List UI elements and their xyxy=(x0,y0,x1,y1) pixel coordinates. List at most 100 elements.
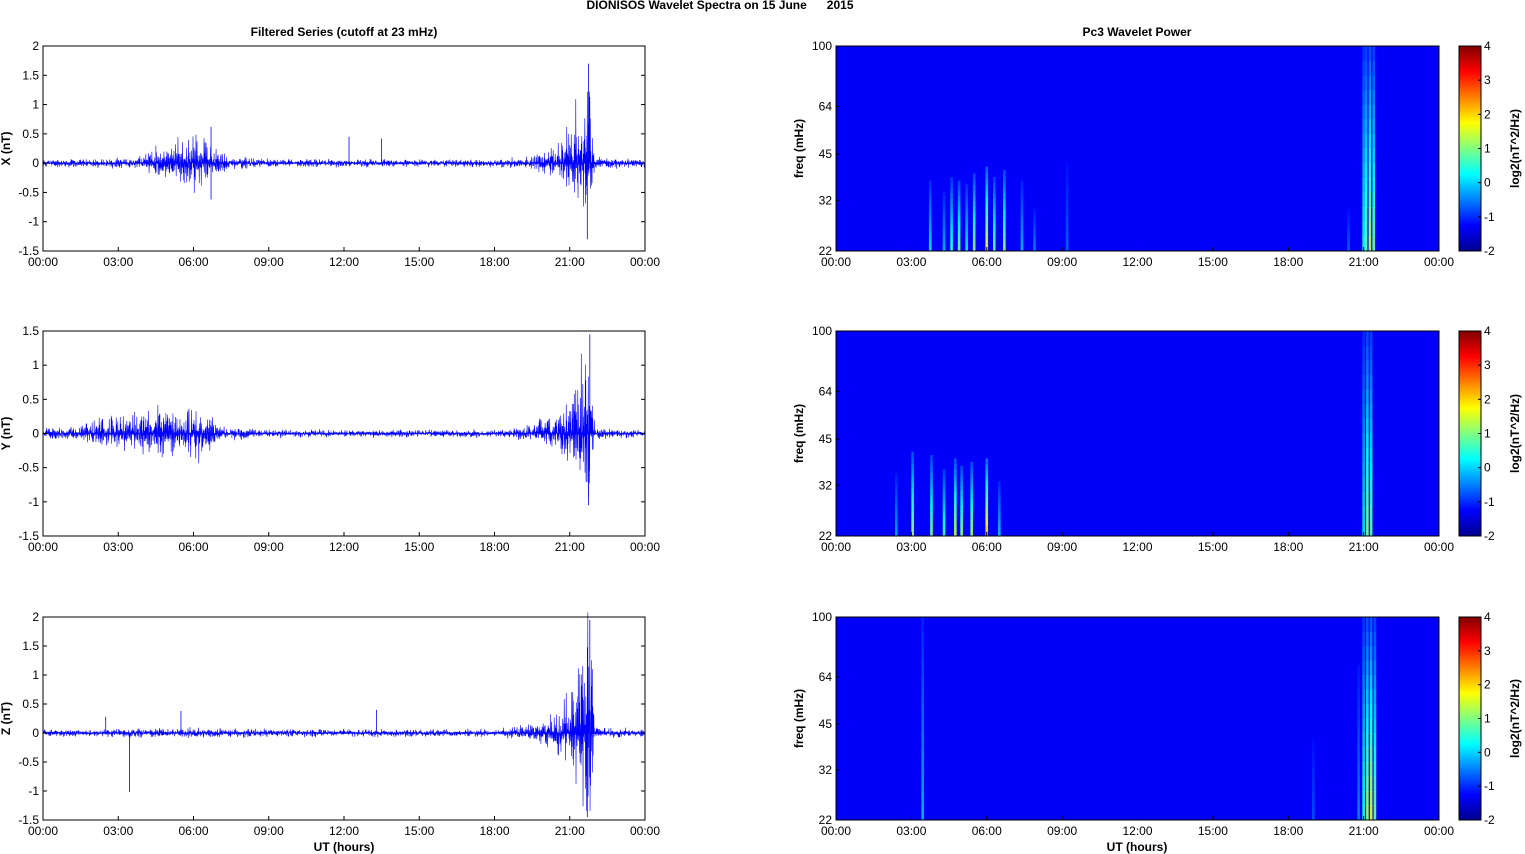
power-cell xyxy=(1366,433,1369,449)
power-cell xyxy=(1364,207,1368,223)
power-cell xyxy=(1372,104,1375,120)
power-cell xyxy=(992,245,996,252)
power-cell xyxy=(1020,245,1024,252)
power-cell xyxy=(985,502,989,509)
power-cell xyxy=(972,217,976,224)
power-cell xyxy=(1065,188,1069,196)
power-cell xyxy=(895,477,898,483)
power-cell xyxy=(1357,775,1360,788)
y-tick-label: 0 xyxy=(32,156,39,170)
power-cell xyxy=(1312,739,1315,747)
power-cell xyxy=(965,208,968,214)
power-cell xyxy=(992,208,996,215)
power-cell xyxy=(1373,617,1377,633)
y-tick-label: -1 xyxy=(28,784,39,798)
heatmap-x-tick-label: 00:00 xyxy=(1424,824,1454,838)
power-cell xyxy=(1369,492,1373,508)
power-cell xyxy=(985,172,989,180)
power-cell xyxy=(1362,104,1365,120)
power-cell xyxy=(1362,89,1365,106)
power-cell xyxy=(942,238,946,244)
power-cell xyxy=(1364,192,1368,208)
line-x-tick-label: 00:00 xyxy=(630,255,660,269)
colorbar-tick-label: 4 xyxy=(1484,324,1491,338)
line-x-tick-label: 15:00 xyxy=(404,540,434,554)
power-cell xyxy=(954,464,957,471)
power-cell xyxy=(992,219,996,226)
colorbar: 4 3 2 1 0 -1 -2 log2(nT^2/Hz) xyxy=(1458,610,1522,827)
power-cell xyxy=(985,184,989,192)
power-cell xyxy=(965,193,968,200)
power-cell xyxy=(954,469,957,476)
power-cell xyxy=(1373,791,1377,807)
power-cell xyxy=(942,246,946,252)
power-cell xyxy=(1366,521,1369,537)
power-cell xyxy=(911,523,914,531)
power-streak xyxy=(960,465,963,537)
heatmap-x-tick-label: 09:00 xyxy=(1047,824,1077,838)
colorbar-tick-label: 3 xyxy=(1484,73,1491,87)
power-cell xyxy=(954,475,957,482)
power-cell xyxy=(921,660,924,676)
freq-tick-label: 32 xyxy=(819,193,833,207)
freq-tick-label: 64 xyxy=(819,670,833,684)
power-cell xyxy=(942,242,946,248)
colorbar-tick-label: 1 xyxy=(1484,142,1491,156)
power-cell xyxy=(1357,698,1360,710)
power-cell xyxy=(1312,774,1315,781)
power-cell xyxy=(970,514,973,521)
power-cell xyxy=(965,236,968,243)
heatmap-background xyxy=(836,46,1439,251)
power-cell xyxy=(992,224,996,231)
freq-tick-label: 100 xyxy=(812,324,832,338)
power-cell xyxy=(1366,704,1369,720)
power-streak xyxy=(970,462,973,537)
power-cell xyxy=(942,213,946,218)
power-cell xyxy=(930,530,933,537)
power-cell xyxy=(1312,797,1315,804)
power-cell xyxy=(1368,46,1372,62)
power-cell xyxy=(942,469,946,475)
power-cell xyxy=(985,464,989,471)
power-cell xyxy=(1312,802,1315,810)
power-cell xyxy=(950,198,953,205)
power-cell xyxy=(1369,418,1373,435)
power-cell xyxy=(1368,89,1372,106)
power-cell xyxy=(1369,805,1373,821)
power-cell xyxy=(985,480,989,487)
power-cell xyxy=(1366,360,1369,376)
line-x-tick-label: 09:00 xyxy=(254,824,284,838)
power-cell xyxy=(1362,521,1365,537)
power-cell xyxy=(1065,169,1069,177)
power-cell xyxy=(1369,477,1373,493)
power-cell xyxy=(1033,224,1036,228)
line-x-tick-label: 06:00 xyxy=(178,540,208,554)
power-cell xyxy=(928,195,932,202)
power-cell xyxy=(954,497,957,504)
power-cell xyxy=(1312,762,1315,770)
power-cell xyxy=(954,530,957,537)
power-cell xyxy=(1357,786,1360,799)
power-cell xyxy=(1369,660,1373,676)
power-cell xyxy=(1368,60,1372,76)
power-cell xyxy=(1373,646,1377,662)
power-streak xyxy=(1362,617,1365,821)
power-cell xyxy=(1362,776,1365,792)
power-streak xyxy=(1366,617,1369,821)
power-cell xyxy=(928,215,932,222)
power-cell xyxy=(1357,720,1360,732)
power-cell xyxy=(954,480,957,487)
power-cell xyxy=(1362,75,1365,91)
power-cell xyxy=(928,235,932,242)
colorbar-tick-label: 3 xyxy=(1484,358,1491,372)
power-cell xyxy=(998,528,1001,533)
power-cell xyxy=(1372,163,1375,179)
power-cell xyxy=(1372,177,1375,194)
power-streak xyxy=(942,469,946,537)
line-x-tick-label: 00:00 xyxy=(28,824,58,838)
power-cell xyxy=(972,190,976,197)
power-cell xyxy=(1033,245,1036,249)
y-tick-label: 1.5 xyxy=(22,324,39,338)
power-cell xyxy=(960,495,963,502)
heatmap-x-tick-label: 03:00 xyxy=(896,540,926,554)
